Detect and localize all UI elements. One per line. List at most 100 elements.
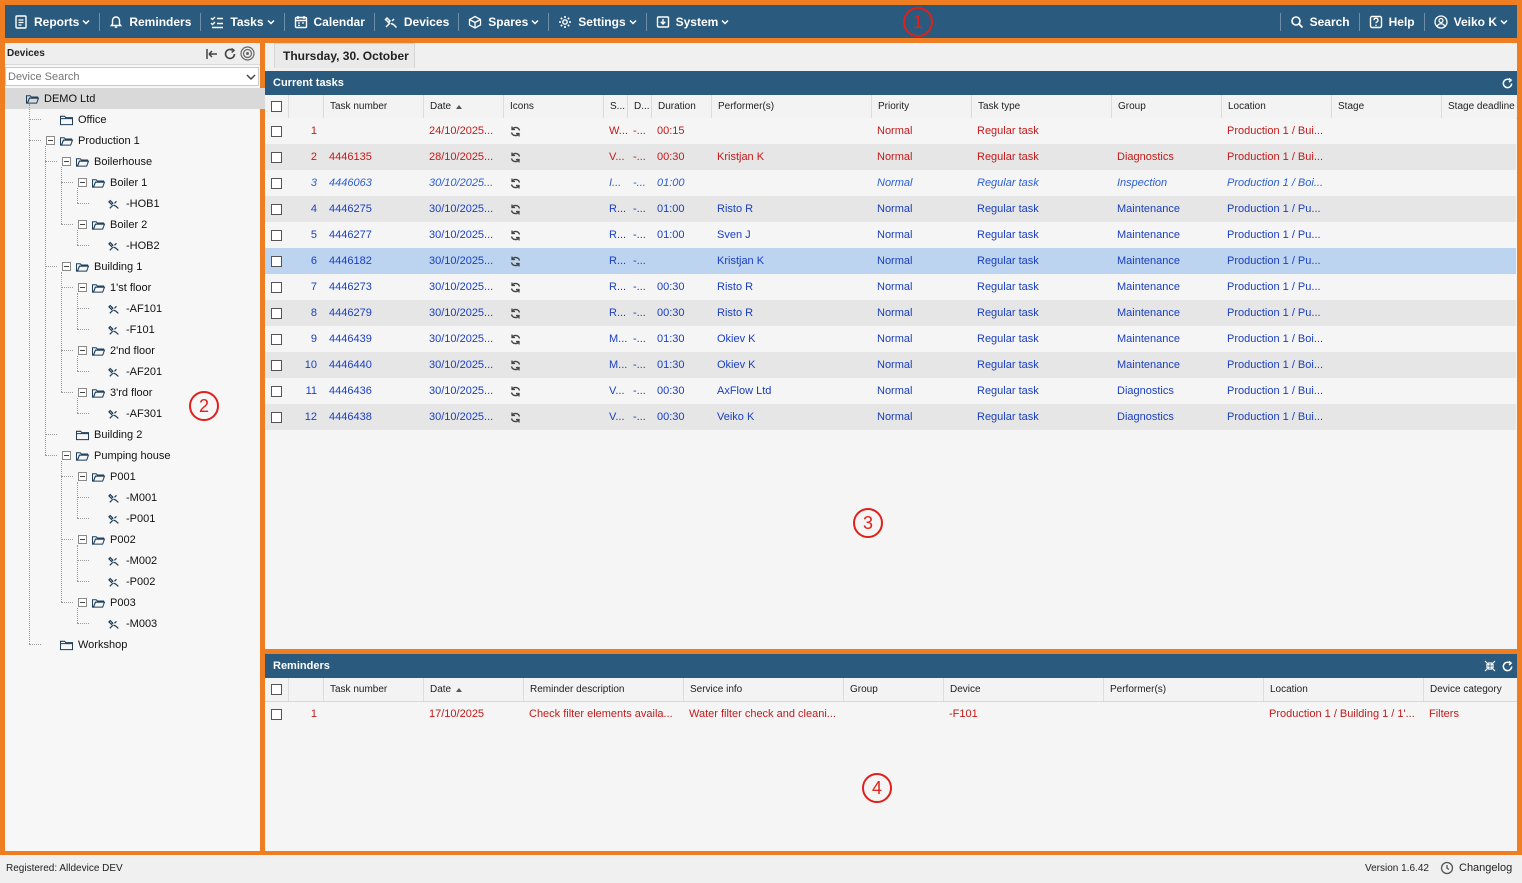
task-row[interactable]: 6 4446182 30/10/2025... R... -... Kristjan K N… bbox=[265, 248, 1516, 274]
nav-spares[interactable]: Spares bbox=[459, 5, 548, 38]
nav-tasks[interactable]: Tasks bbox=[201, 5, 283, 38]
tree-node[interactable]: -M001 bbox=[107, 487, 157, 508]
refresh-icon[interactable] bbox=[1501, 77, 1514, 90]
row-checkbox[interactable] bbox=[271, 385, 282, 397]
row-checkbox[interactable] bbox=[271, 359, 282, 371]
tree-node[interactable]: Boiler 2 bbox=[78, 214, 147, 235]
row-checkbox[interactable] bbox=[271, 255, 282, 267]
tree-node[interactable]: 3'rd floor bbox=[78, 382, 152, 403]
column-header[interactable]: D... bbox=[627, 95, 651, 118]
tree-node[interactable]: -F101 bbox=[107, 319, 155, 340]
column-header[interactable]: Service info bbox=[683, 678, 843, 701]
collapse-panel-icon[interactable] bbox=[205, 47, 219, 61]
select-all-checkbox[interactable] bbox=[271, 684, 282, 695]
tree-node[interactable]: Boilerhouse bbox=[62, 151, 152, 172]
nav-system[interactable]: System bbox=[647, 5, 739, 38]
nav-search[interactable]: Search bbox=[1281, 5, 1359, 38]
task-row[interactable]: 11 4446436 30/10/2025... V... -... 00:30 AxFlo… bbox=[265, 378, 1516, 404]
column-header[interactable]: Device category bbox=[1423, 678, 1522, 701]
tree-node[interactable]: Building 1 bbox=[62, 256, 142, 277]
collapse-toggle-icon[interactable] bbox=[78, 178, 87, 187]
row-checkbox[interactable] bbox=[271, 281, 282, 293]
column-header[interactable]: Icons bbox=[503, 95, 603, 118]
column-header[interactable]: Task type bbox=[971, 95, 1111, 118]
tree-node[interactable]: Pumping house bbox=[62, 445, 170, 466]
collapse-toggle-icon[interactable] bbox=[78, 346, 87, 355]
column-header[interactable]: Location bbox=[1263, 678, 1423, 701]
reminder-row[interactable]: 1 17/10/2025 Check filter elements availa.… bbox=[265, 701, 1516, 727]
collapse-toggle-icon[interactable] bbox=[46, 136, 55, 145]
nav-reports[interactable]: Reports bbox=[5, 5, 99, 38]
target-icon[interactable] bbox=[240, 46, 255, 61]
collapse-toggle-icon[interactable] bbox=[62, 451, 71, 460]
refresh-icon[interactable] bbox=[1501, 660, 1514, 673]
device-search-field[interactable] bbox=[5, 67, 259, 86]
collapse-toggle-icon[interactable] bbox=[78, 535, 87, 544]
refresh-icon[interactable] bbox=[223, 47, 237, 61]
tree-node[interactable]: 2'nd floor bbox=[78, 340, 155, 361]
tree-node[interactable]: -AF301 bbox=[107, 403, 162, 424]
tree-node[interactable]: -HOB1 bbox=[107, 193, 160, 214]
column-header[interactable]: Performer(s) bbox=[711, 95, 871, 118]
collapse-toggle-icon[interactable] bbox=[78, 220, 87, 229]
column-header[interactable]: Performer(s) bbox=[1103, 678, 1263, 701]
row-checkbox[interactable] bbox=[271, 177, 282, 189]
chevron-down-icon[interactable] bbox=[245, 72, 257, 82]
row-checkbox[interactable] bbox=[271, 229, 282, 241]
device-search-input[interactable] bbox=[6, 68, 246, 85]
task-row[interactable]: 7 4446273 30/10/2025... R... -... 00:30 Risto … bbox=[265, 274, 1516, 300]
nav-settings[interactable]: Settings bbox=[549, 5, 645, 38]
task-row[interactable]: 4 4446275 30/10/2025... R... -... 01:00 Risto … bbox=[265, 196, 1516, 222]
column-header[interactable]: Task number bbox=[323, 678, 423, 701]
tree-node[interactable]: P003 bbox=[78, 592, 136, 613]
changelog-link[interactable]: Changelog bbox=[1440, 861, 1512, 875]
row-checkbox[interactable] bbox=[271, 203, 282, 215]
row-checkbox[interactable] bbox=[271, 307, 282, 319]
tree-node[interactable]: -P002 bbox=[107, 571, 155, 592]
column-header[interactable]: Device bbox=[943, 678, 1103, 701]
date-tab[interactable]: Thursday, 30. October bbox=[274, 43, 415, 68]
task-row[interactable]: 5 4446277 30/10/2025... R... -... 01:00 Sven J… bbox=[265, 222, 1516, 248]
row-checkbox[interactable] bbox=[271, 151, 282, 163]
tree-node[interactable]: P002 bbox=[78, 529, 136, 550]
column-header[interactable]: Stage deadline bbox=[1441, 95, 1521, 118]
tree-node[interactable]: Building 2 bbox=[75, 424, 142, 445]
task-row[interactable]: 10 4446440 30/10/2025... M... -... 01:30 Okiev… bbox=[265, 352, 1516, 378]
nav-user[interactable]: Veiko K bbox=[1425, 5, 1517, 38]
tree-node[interactable]: 1'st floor bbox=[78, 277, 151, 298]
column-header[interactable]: Location bbox=[1221, 95, 1331, 118]
column-header[interactable]: Task number bbox=[323, 95, 423, 118]
collapse-toggle-icon[interactable] bbox=[78, 472, 87, 481]
task-row[interactable]: 8 4446279 30/10/2025... R... -... 00:30 Risto … bbox=[265, 300, 1516, 326]
nav-devices[interactable]: Devices bbox=[375, 5, 458, 38]
collapse-toggle-icon[interactable] bbox=[78, 598, 87, 607]
tree-node[interactable]: -HOB2 bbox=[107, 235, 160, 256]
task-row[interactable]: 3 4446063 30/10/2025... I... -... 01:00 Normal… bbox=[265, 170, 1516, 196]
column-header[interactable]: Duration bbox=[651, 95, 711, 118]
row-checkbox[interactable] bbox=[271, 708, 282, 720]
row-checkbox[interactable] bbox=[271, 125, 282, 137]
tree-node[interactable]: -M002 bbox=[107, 550, 157, 571]
nav-help[interactable]: Help bbox=[1360, 5, 1424, 38]
tree-node[interactable]: Production 1 bbox=[46, 130, 140, 151]
row-checkbox[interactable] bbox=[271, 333, 282, 345]
tree-node[interactable]: -P001 bbox=[107, 508, 155, 529]
column-header[interactable]: Priority bbox=[871, 95, 971, 118]
tree-node[interactable]: Office bbox=[59, 109, 107, 130]
column-header[interactable]: Reminder description bbox=[523, 678, 683, 701]
collapse-toggle-icon[interactable] bbox=[62, 157, 71, 166]
column-header[interactable]: Date bbox=[423, 95, 503, 118]
collapse-toggle-icon[interactable] bbox=[78, 283, 87, 292]
task-row[interactable]: 1 24/10/2025... W... -... 00:15 Normal Regular… bbox=[265, 118, 1516, 144]
collapse-icon[interactable] bbox=[1484, 660, 1496, 672]
task-row[interactable]: 2 4446135 28/10/2025... V... -... 00:30 Kristj… bbox=[265, 144, 1516, 170]
tree-node[interactable]: -AF101 bbox=[107, 298, 162, 319]
nav-calendar[interactable]: Calendar bbox=[285, 5, 374, 38]
collapse-toggle-icon[interactable] bbox=[78, 388, 87, 397]
column-header[interactable]: Group bbox=[843, 678, 943, 701]
tree-node[interactable]: Workshop bbox=[59, 634, 127, 655]
tree-node[interactable]: P001 bbox=[78, 466, 136, 487]
task-row[interactable]: 12 4446438 30/10/2025... V... -... 00:30 Veiko… bbox=[265, 404, 1516, 430]
nav-reminders[interactable]: Reminders bbox=[100, 5, 200, 38]
tree-node[interactable]: DEMO Ltd bbox=[5, 88, 280, 109]
